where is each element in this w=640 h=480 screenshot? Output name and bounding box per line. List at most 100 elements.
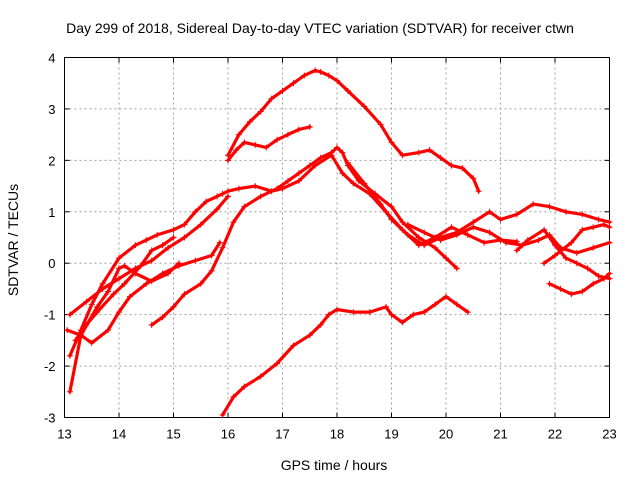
data-point-marker <box>486 208 493 215</box>
data-point-marker <box>579 226 586 233</box>
data-point-marker <box>606 270 613 277</box>
data-point-marker <box>339 170 346 177</box>
data-point-marker <box>225 193 231 200</box>
data-point-marker <box>470 224 477 231</box>
data-point-marker <box>601 275 608 282</box>
data-point-marker <box>225 157 231 164</box>
data-point-marker <box>388 216 395 223</box>
data-point-marker <box>301 72 308 79</box>
data-point-marker <box>290 80 297 87</box>
data-point-marker <box>66 388 73 395</box>
series-track-5 <box>66 193 231 318</box>
data-point-marker <box>306 123 313 130</box>
data-point-marker <box>159 242 166 249</box>
data-point-marker <box>606 224 613 231</box>
data-point-marker <box>399 319 406 326</box>
y-tick-label: 4 <box>48 51 55 66</box>
data-point-marker <box>148 247 155 254</box>
data-point-marker <box>535 237 542 244</box>
data-point-marker <box>225 188 231 195</box>
x-tick-label: 18 <box>330 427 344 442</box>
data-point-marker <box>475 188 482 195</box>
series-track-14 <box>546 270 613 298</box>
data-point-marker <box>306 162 313 169</box>
series-trace <box>515 228 612 281</box>
y-tick-label: 1 <box>48 205 55 220</box>
data-point-marker <box>290 342 297 349</box>
data-point-marker <box>230 219 237 226</box>
data-point-marker <box>590 244 597 251</box>
data-point-marker <box>225 152 231 159</box>
data-point-marker <box>377 121 384 128</box>
data-point-marker <box>459 165 466 172</box>
data-point-marker <box>410 311 417 318</box>
data-point-marker <box>116 255 122 262</box>
data-point-marker <box>399 219 406 226</box>
data-point-marker <box>601 221 608 228</box>
series-trace <box>68 153 519 358</box>
data-point-marker <box>541 226 548 233</box>
data-point-marker <box>328 152 335 159</box>
data-point-marker <box>170 234 177 241</box>
data-point-marker <box>453 231 460 238</box>
x-tick-label: 19 <box>384 427 398 442</box>
data-point-marker <box>295 177 302 184</box>
data-point-marker <box>513 211 520 218</box>
data-point-marker <box>116 275 122 282</box>
data-point-marker <box>208 267 215 274</box>
data-point-marker <box>584 265 591 272</box>
data-point-marker <box>437 154 444 161</box>
data-point-marker <box>99 280 106 287</box>
series-track-3 <box>148 144 460 328</box>
x-tick-label: 14 <box>112 427 126 442</box>
data-point-marker <box>197 280 204 287</box>
data-point-marker <box>481 239 488 246</box>
data-point-marker <box>214 193 221 200</box>
data-point-marker <box>361 180 368 187</box>
data-point-marker <box>284 177 291 184</box>
data-point-marker <box>339 149 346 156</box>
x-tick-label: 16 <box>221 427 235 442</box>
y-tick-label: 0 <box>48 256 55 271</box>
data-point-marker <box>486 229 493 236</box>
series-track-11 <box>404 221 613 256</box>
data-point-marker <box>143 237 150 244</box>
data-point-marker <box>274 136 281 143</box>
series-track-9 <box>219 293 471 418</box>
data-point-marker <box>350 180 357 187</box>
data-point-marker <box>464 309 471 316</box>
data-point-marker <box>279 87 286 94</box>
data-point-marker <box>121 280 128 287</box>
y-tick-label: 3 <box>48 102 55 117</box>
data-point-marker <box>312 67 319 74</box>
x-tick-label: 21 <box>493 427 507 442</box>
data-point-marker <box>421 242 428 249</box>
data-point-marker <box>94 309 101 316</box>
data-point-marker <box>88 339 95 346</box>
data-point-marker <box>105 288 112 295</box>
data-point-marker <box>421 309 428 316</box>
x-tick-label: 22 <box>548 427 562 442</box>
data-point-marker <box>579 288 586 295</box>
data-point-marker <box>154 231 161 238</box>
data-point-marker <box>230 393 237 400</box>
data-point-marker <box>606 275 613 282</box>
data-point-marker <box>257 108 264 115</box>
data-point-marker <box>241 383 248 390</box>
data-point-marker <box>366 309 373 316</box>
data-point-marker <box>562 208 569 215</box>
data-point-marker <box>306 332 313 339</box>
x-tick-label: 15 <box>166 427 180 442</box>
data-point-marker <box>443 293 449 300</box>
data-point-marker <box>361 103 368 110</box>
data-point-marker <box>317 68 324 75</box>
x-tick-label: 13 <box>57 427 71 442</box>
data-point-marker <box>546 280 553 287</box>
data-point-marker <box>464 231 471 238</box>
data-point-marker <box>165 270 172 277</box>
series-track-2 <box>225 123 313 164</box>
data-point-marker <box>121 262 128 269</box>
data-point-marker <box>197 221 204 228</box>
data-point-marker <box>415 234 422 241</box>
